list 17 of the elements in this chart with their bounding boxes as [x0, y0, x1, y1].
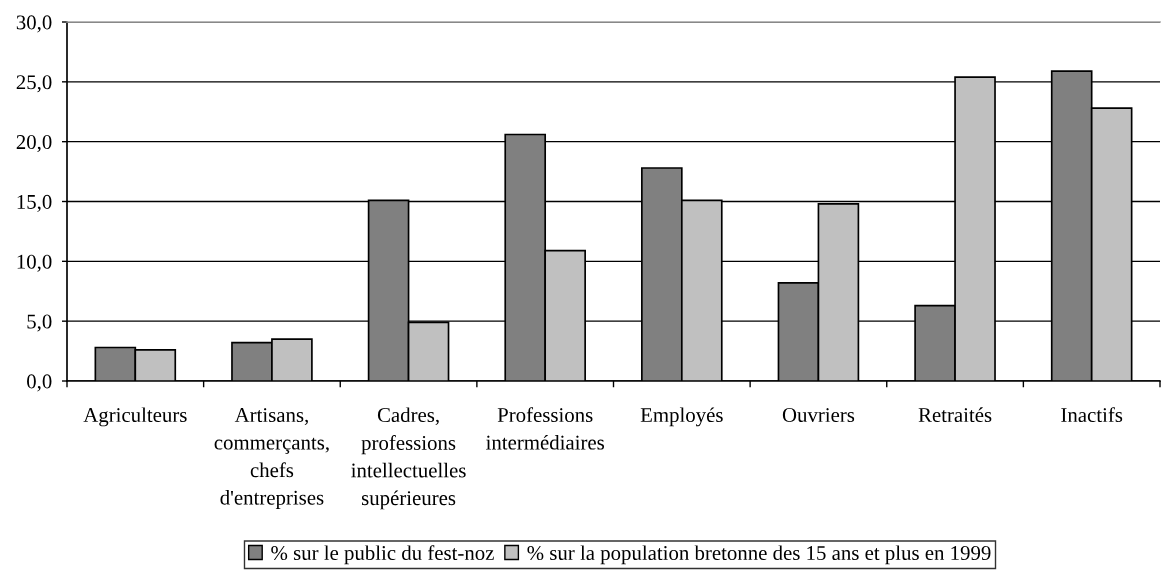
y-tick-label: 20,0	[16, 135, 52, 153]
y-tick-label: 5,0	[27, 314, 52, 332]
y-tick-label: 25,0	[16, 75, 52, 93]
y-tick-label: 10,0	[17, 254, 52, 272]
x-tick-label: Professions intermédiaires	[486, 407, 605, 450]
y-tick-label: 0,0	[27, 374, 52, 392]
y-tick-label: 30,0	[16, 15, 52, 33]
x-tick-label: Cadres, professions intellectuelles supérieures	[351, 407, 466, 510]
x-tick-label: Retraités	[918, 407, 992, 423]
x-tick-label: Ouvriers	[782, 408, 855, 423]
x-tick-label: Agriculteurs	[83, 407, 187, 427]
y-tick-label: 15,0	[17, 194, 52, 212]
x-tick-label: Artisans, commerçants, chefs d'entreprises	[214, 408, 329, 509]
x-tick-label: Employés	[640, 407, 723, 427]
legend-label: % sur le public du fest-noz	[271, 545, 494, 565]
legend-label: % sur la population bretonne des 15 ans et plus en 1999	[527, 545, 991, 565]
x-tick-label: Inactifs	[1061, 407, 1123, 423]
